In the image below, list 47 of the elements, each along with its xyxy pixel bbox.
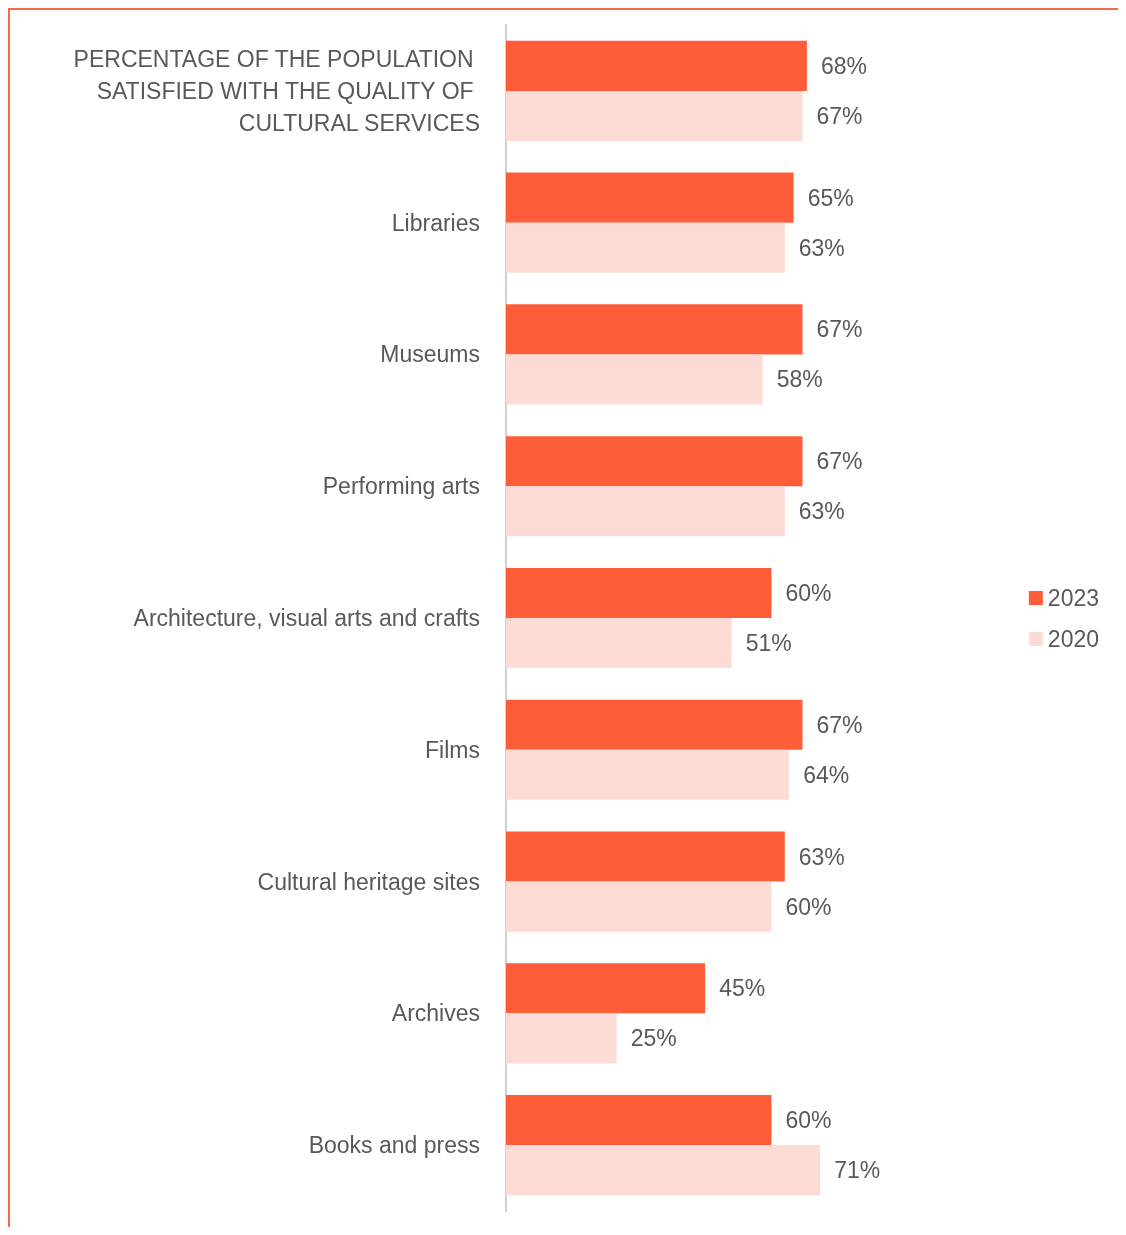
data-label: 67% <box>816 711 863 738</box>
y-tick-label: Libraries <box>391 209 480 236</box>
bar <box>506 222 785 273</box>
legend-label: 2023 <box>1047 585 1100 611</box>
bar <box>506 831 785 882</box>
bar <box>506 749 790 800</box>
bar <box>506 567 772 618</box>
data-label: 67% <box>816 102 863 129</box>
y-tick-label: Museums <box>380 341 480 368</box>
bar <box>506 1095 772 1146</box>
data-label: 63% <box>798 234 845 261</box>
bar <box>506 436 803 487</box>
bar <box>506 1013 617 1064</box>
data-label: 63% <box>798 498 845 525</box>
data-label: 60% <box>785 893 832 920</box>
data-label: 60% <box>785 1107 832 1134</box>
y-tick-label: Books and press <box>308 1132 480 1159</box>
bar <box>506 1145 821 1196</box>
y-tick-label: Films <box>425 736 480 763</box>
y-tick-label: Cultural heritage sites <box>257 868 480 895</box>
bar <box>506 963 706 1014</box>
bar <box>506 304 803 355</box>
data-label: 67% <box>816 316 863 343</box>
y-tick-label: PERCENTAGE OF THE POPULATION SATISFIED WITH THE QUALITY OF CULTURAL SERVICES <box>73 45 480 136</box>
data-label: 64% <box>803 761 850 788</box>
data-label: 58% <box>776 366 823 393</box>
y-tick-label: Architecture, visual arts and crafts <box>133 605 480 631</box>
y-tick-label: Archives <box>391 1000 480 1027</box>
bar <box>506 354 763 405</box>
bar <box>506 90 803 141</box>
data-label: 25% <box>630 1025 677 1052</box>
data-label: 60% <box>785 579 832 606</box>
bar <box>506 172 794 223</box>
data-label: 65% <box>807 184 854 211</box>
data-label: 68% <box>820 52 867 79</box>
bar <box>506 699 803 750</box>
data-label: 63% <box>798 843 845 870</box>
bar <box>506 486 785 537</box>
data-label: 51% <box>745 630 792 657</box>
bar <box>506 881 772 932</box>
legend-label: 2020 <box>1047 626 1100 652</box>
y-tick-label: Performing arts <box>322 473 480 500</box>
bar <box>506 40 807 91</box>
data-label: 45% <box>719 975 766 1002</box>
data-label: 67% <box>816 448 863 475</box>
bar <box>506 618 732 669</box>
data-label: 71% <box>834 1157 881 1184</box>
